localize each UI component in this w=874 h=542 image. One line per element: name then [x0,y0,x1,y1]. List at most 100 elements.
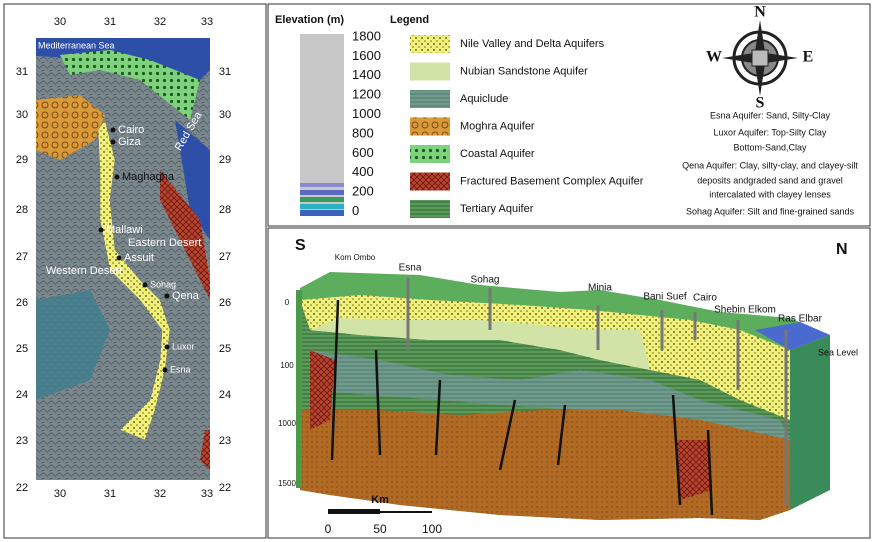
map-y-label: 24 [16,389,28,401]
map-marker [165,294,170,299]
map-y-label: 23 [219,435,231,447]
map-place: Sohag [150,279,176,289]
map-y-label: 26 [16,297,28,309]
map-y-label: 30 [219,109,231,121]
elevation-tick: 1600 [352,48,381,63]
map-y-label: 26 [219,297,231,309]
legend-label: Coastal Aquifer [460,148,535,160]
map-y-label: 29 [16,154,28,166]
map-marker [165,345,170,350]
location-label: Esna [399,263,422,274]
map-place: Luxor [172,341,195,351]
map [36,38,210,480]
map-place: Cairo [118,124,144,136]
map-marker [115,175,120,180]
map-place: Mediterranean Sea [38,40,115,50]
map-x-label: 31 [104,16,116,28]
map-y-label: 31 [16,66,28,78]
map-place: Esna [170,364,191,374]
elevation-tick: 1000 [352,106,381,121]
location-label: Cairo [693,293,717,304]
map-place: Eastern Desert [128,237,201,249]
elevation-tick: 200 [352,184,374,199]
location-label: Sohag [471,275,500,286]
map-y-label: 28 [219,204,231,216]
map-place: Assuit [124,252,154,264]
map-place: Giza [118,136,142,148]
map-place: Western Desert [46,265,122,277]
map-x-label: 31 [104,488,116,500]
depth-label: 1500 [278,479,296,488]
map-place: Qena [172,290,200,302]
location-label: Minia [588,283,612,294]
note: Bottom-Sand,Clay [733,142,807,152]
scale-label: 50 [373,522,387,536]
legend-title: Legend [390,14,429,26]
scale-label: 0 [325,522,332,536]
depth-label: 100 [280,361,294,370]
elevation-band [300,204,344,209]
legend-label: Fractured Basement Complex Aquifer [460,175,644,187]
map-y-label: 30 [16,109,28,121]
note: intercalated with clayey lenses [709,189,831,199]
map-x-label: 33 [201,16,213,28]
map-y-label: 29 [219,154,231,166]
legend-label: Tertiary Aquifer [460,203,534,215]
map-x-label: 30 [54,16,66,28]
note: Esna Aquifer: Sand, Silty-Clay [710,110,831,120]
note: Sohag Aquifer: Silt and fine-grained san… [686,206,855,216]
figure: 3030313132323333313130302929282827272626… [0,0,874,542]
elevation-tick: 1400 [352,67,381,82]
map-x-label: 30 [54,488,66,500]
elevation-tick: 800 [352,125,374,140]
map-y-label: 27 [16,251,28,263]
location-label: Kom Ombo [335,253,376,262]
map-marker [111,140,116,145]
map-place: Maghagha [122,171,175,183]
elevation-band [300,197,344,202]
legend-swatch [410,145,450,163]
location-label: Bani Suef [643,292,687,303]
legend-label: Aquiclude [460,93,508,105]
section-south: S [295,237,306,254]
elevation-tick: 400 [352,164,374,179]
map-marker [117,256,122,261]
location-label: Shebin Elkom [714,305,776,316]
map-y-label: 24 [219,389,231,401]
map-marker [99,228,104,233]
compass-e: E [803,49,814,66]
legend-swatch [410,90,450,108]
location-label: Ras Elbar [778,314,823,325]
elevation-band [300,183,344,187]
legend-swatch [410,173,450,191]
elevation-title: Elevation (m) [275,14,344,26]
legend-swatch [410,118,450,136]
elevation-band [300,210,344,216]
elevation-bar [300,34,344,216]
map-y-label: 22 [219,482,231,494]
note: Qena Aquifer: Clay, silty-clay, and clay… [682,160,858,170]
legend-label: Moghra Aquifer [460,120,535,132]
map-y-label: 28 [16,204,28,216]
compass-n: N [754,4,766,21]
compass-w: W [706,49,722,66]
note: Luxor Aquifer: Top-Silty Clay [714,127,827,137]
depth-label: 0 [285,298,290,307]
sea-level: Sea Level [818,347,858,357]
note: deposits andgraded sand and gravel [697,175,843,185]
map-y-label: 25 [16,343,28,355]
elevation-tick: 1200 [352,87,381,102]
legend-label: Nubian Sandstone Aquifer [460,65,588,77]
map-y-label: 23 [16,435,28,447]
compass-s: S [756,95,765,112]
map-y-label: 31 [219,66,231,78]
elevation-tick: 1800 [352,28,381,43]
map-x-label: 33 [201,488,213,500]
scale-unit: Km [371,494,389,506]
scale-label: 100 [422,522,442,536]
map-y-label: 27 [219,251,231,263]
map-x-label: 32 [154,488,166,500]
map-place: Mallawi [106,224,143,236]
legend-label: Nile Valley and Delta Aquifers [460,38,605,50]
map-y-label: 25 [219,343,231,355]
